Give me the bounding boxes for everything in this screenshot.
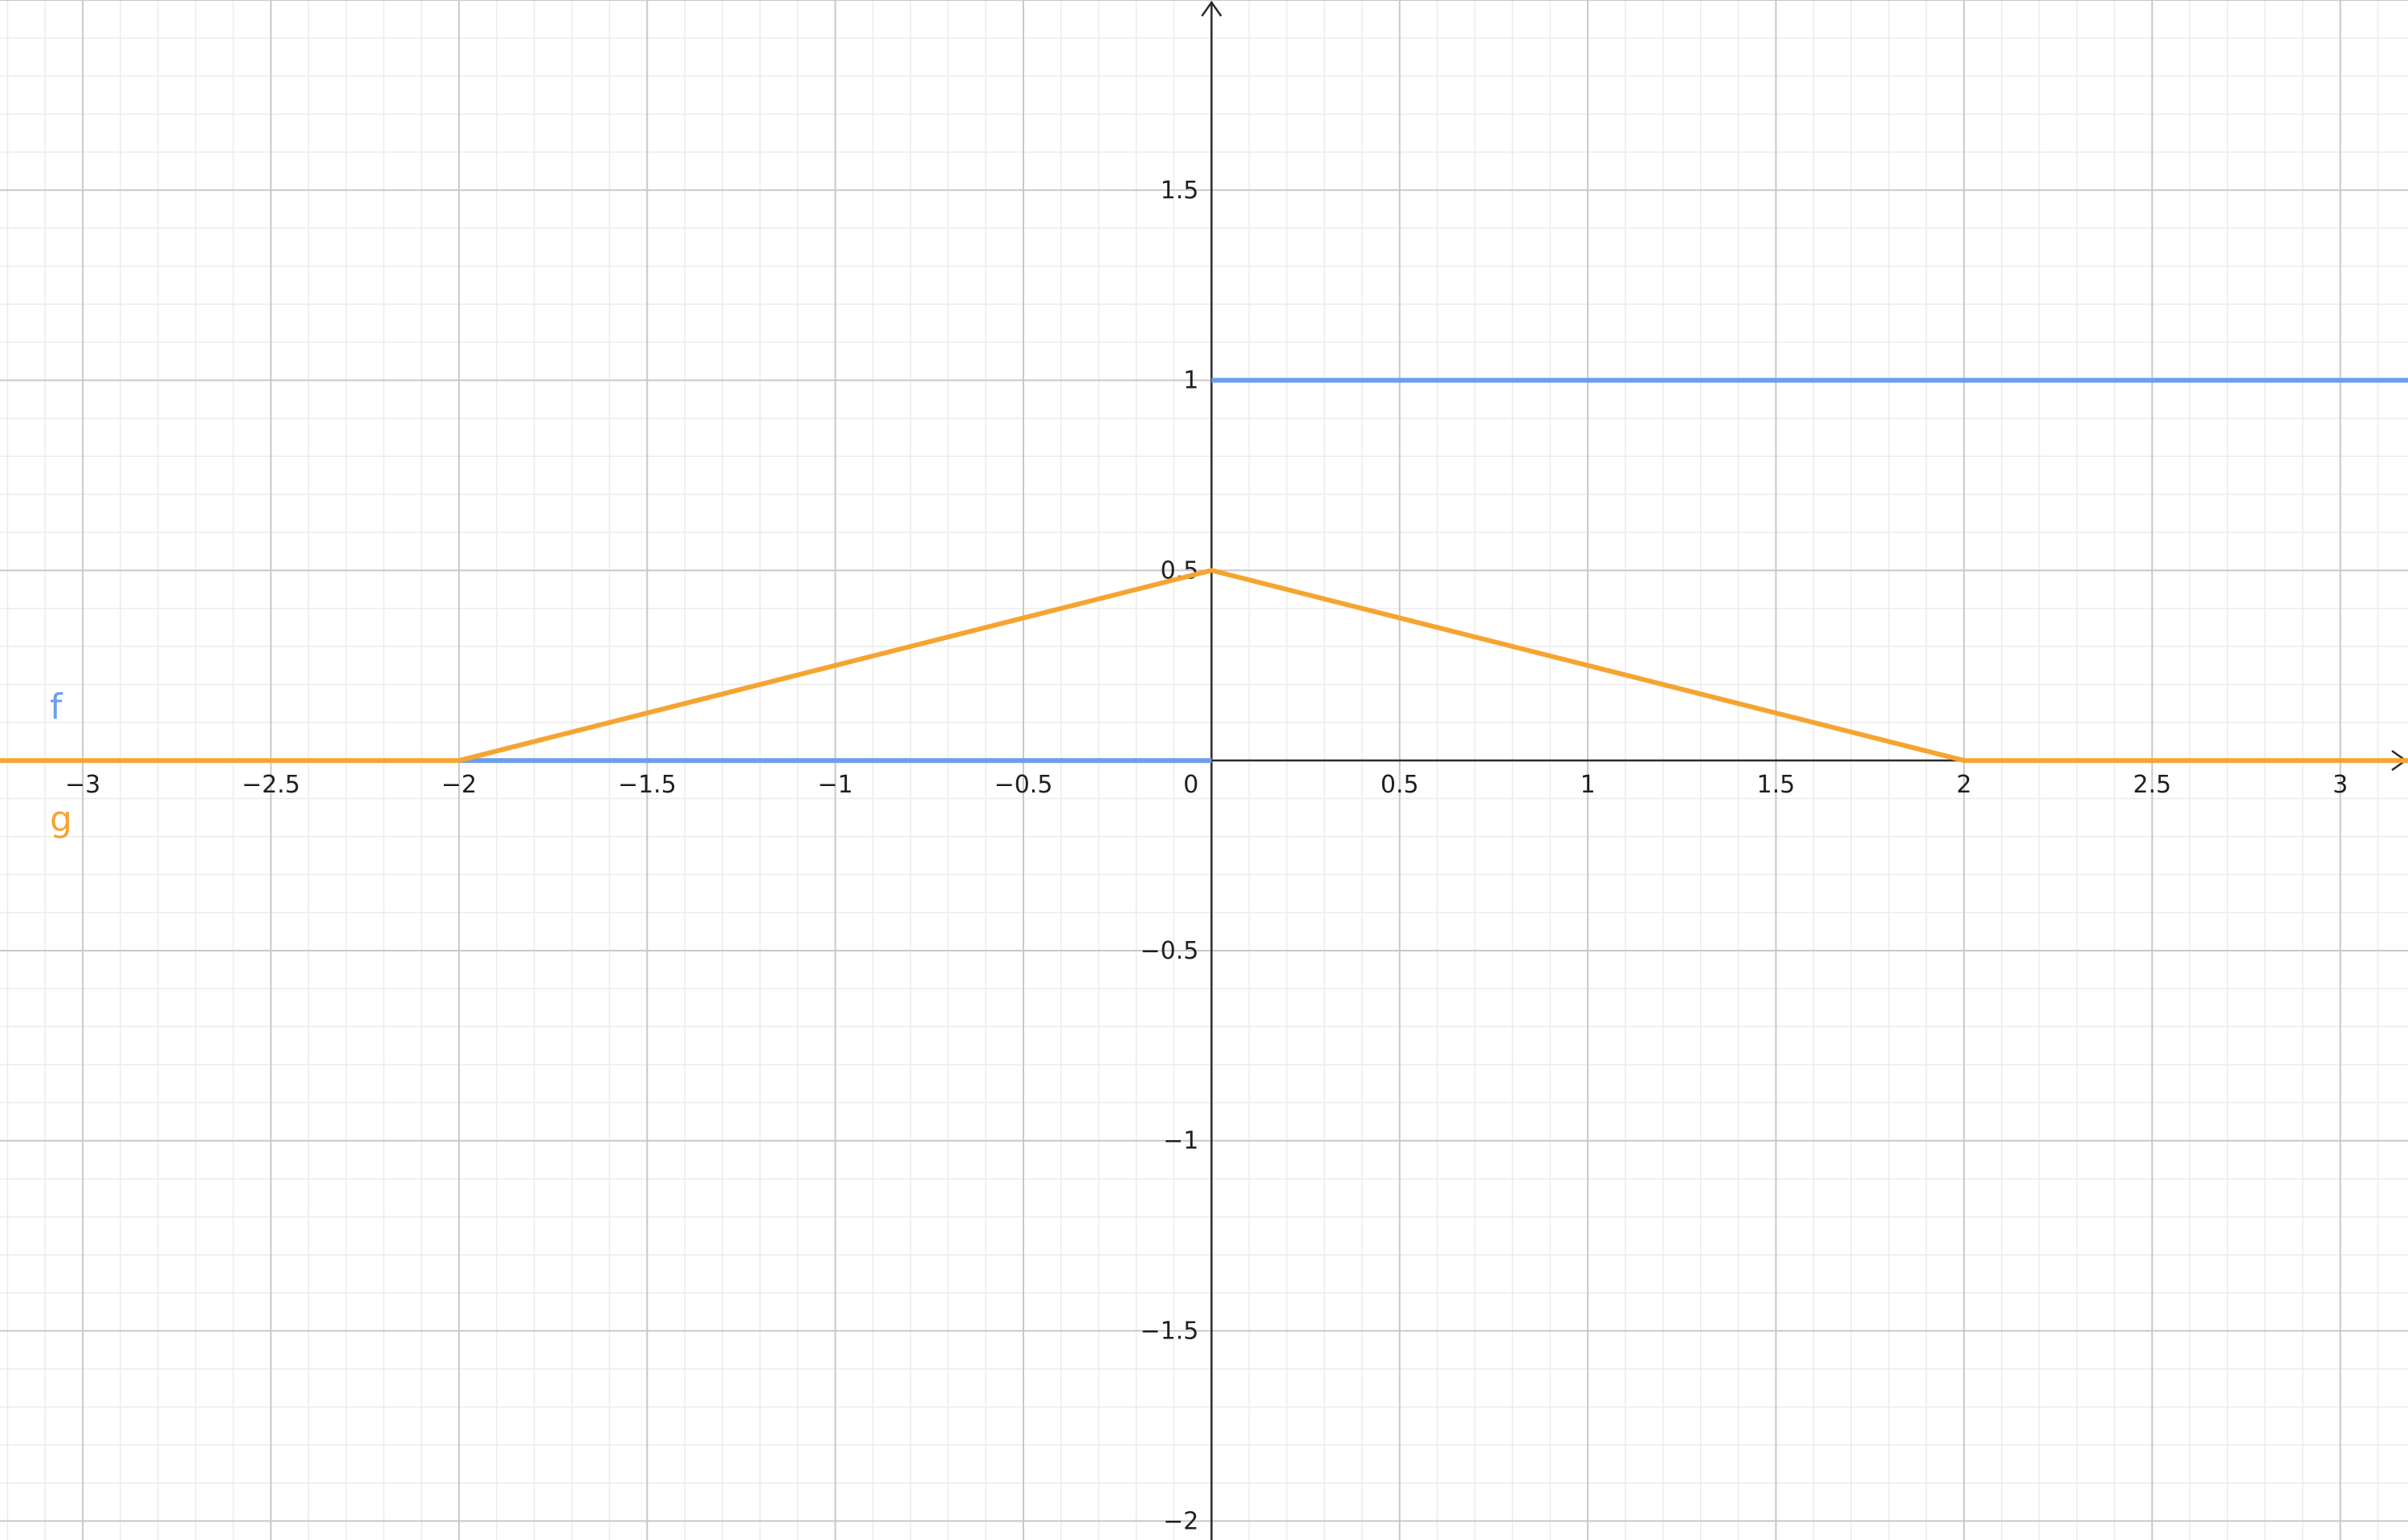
x-tick-label: −3	[65, 771, 100, 799]
x-tick-label: −1.5	[618, 771, 677, 799]
x-tick-label: −2	[441, 771, 477, 799]
series-line-g	[0, 568, 2408, 764]
series-lines	[0, 377, 2408, 764]
series-label-g: g	[50, 799, 72, 840]
y-tick-label: −0.5	[1141, 937, 1199, 965]
y-tick-label: −1.5	[1141, 1318, 1199, 1346]
x-tick-label: 0.5	[1381, 771, 1419, 799]
y-tick-label: 1.5	[1161, 177, 1199, 205]
y-tick-label: −2	[1163, 1507, 1198, 1535]
x-tick-label: 1.5	[1757, 771, 1796, 799]
series-labels: fg	[50, 686, 72, 840]
y-tick-label: 1	[1183, 367, 1198, 395]
x-tick-label: 1	[1580, 771, 1596, 799]
y-tick-label: −1	[1163, 1127, 1198, 1155]
x-tick-label: 2.5	[2133, 771, 2171, 799]
series-label-f: f	[50, 686, 63, 727]
y-tick-labels: −2−1.5−1−0.50.511.5	[1141, 177, 1199, 1536]
x-tick-label: 2	[1956, 771, 1971, 799]
origin-label: 0	[1183, 771, 1198, 799]
x-tick-label: −1	[818, 771, 853, 799]
x-tick-labels: −3 −2.5 −2 −1.5 −1 −0.5 0.5 1 1.5 2 2.5 3	[65, 771, 2348, 799]
y-axis-arrow	[1201, 0, 1222, 17]
x-tick-label: 3	[2333, 771, 2348, 799]
x-tick-label: −0.5	[995, 771, 1053, 799]
x-tick-label: −2.5	[242, 771, 300, 799]
